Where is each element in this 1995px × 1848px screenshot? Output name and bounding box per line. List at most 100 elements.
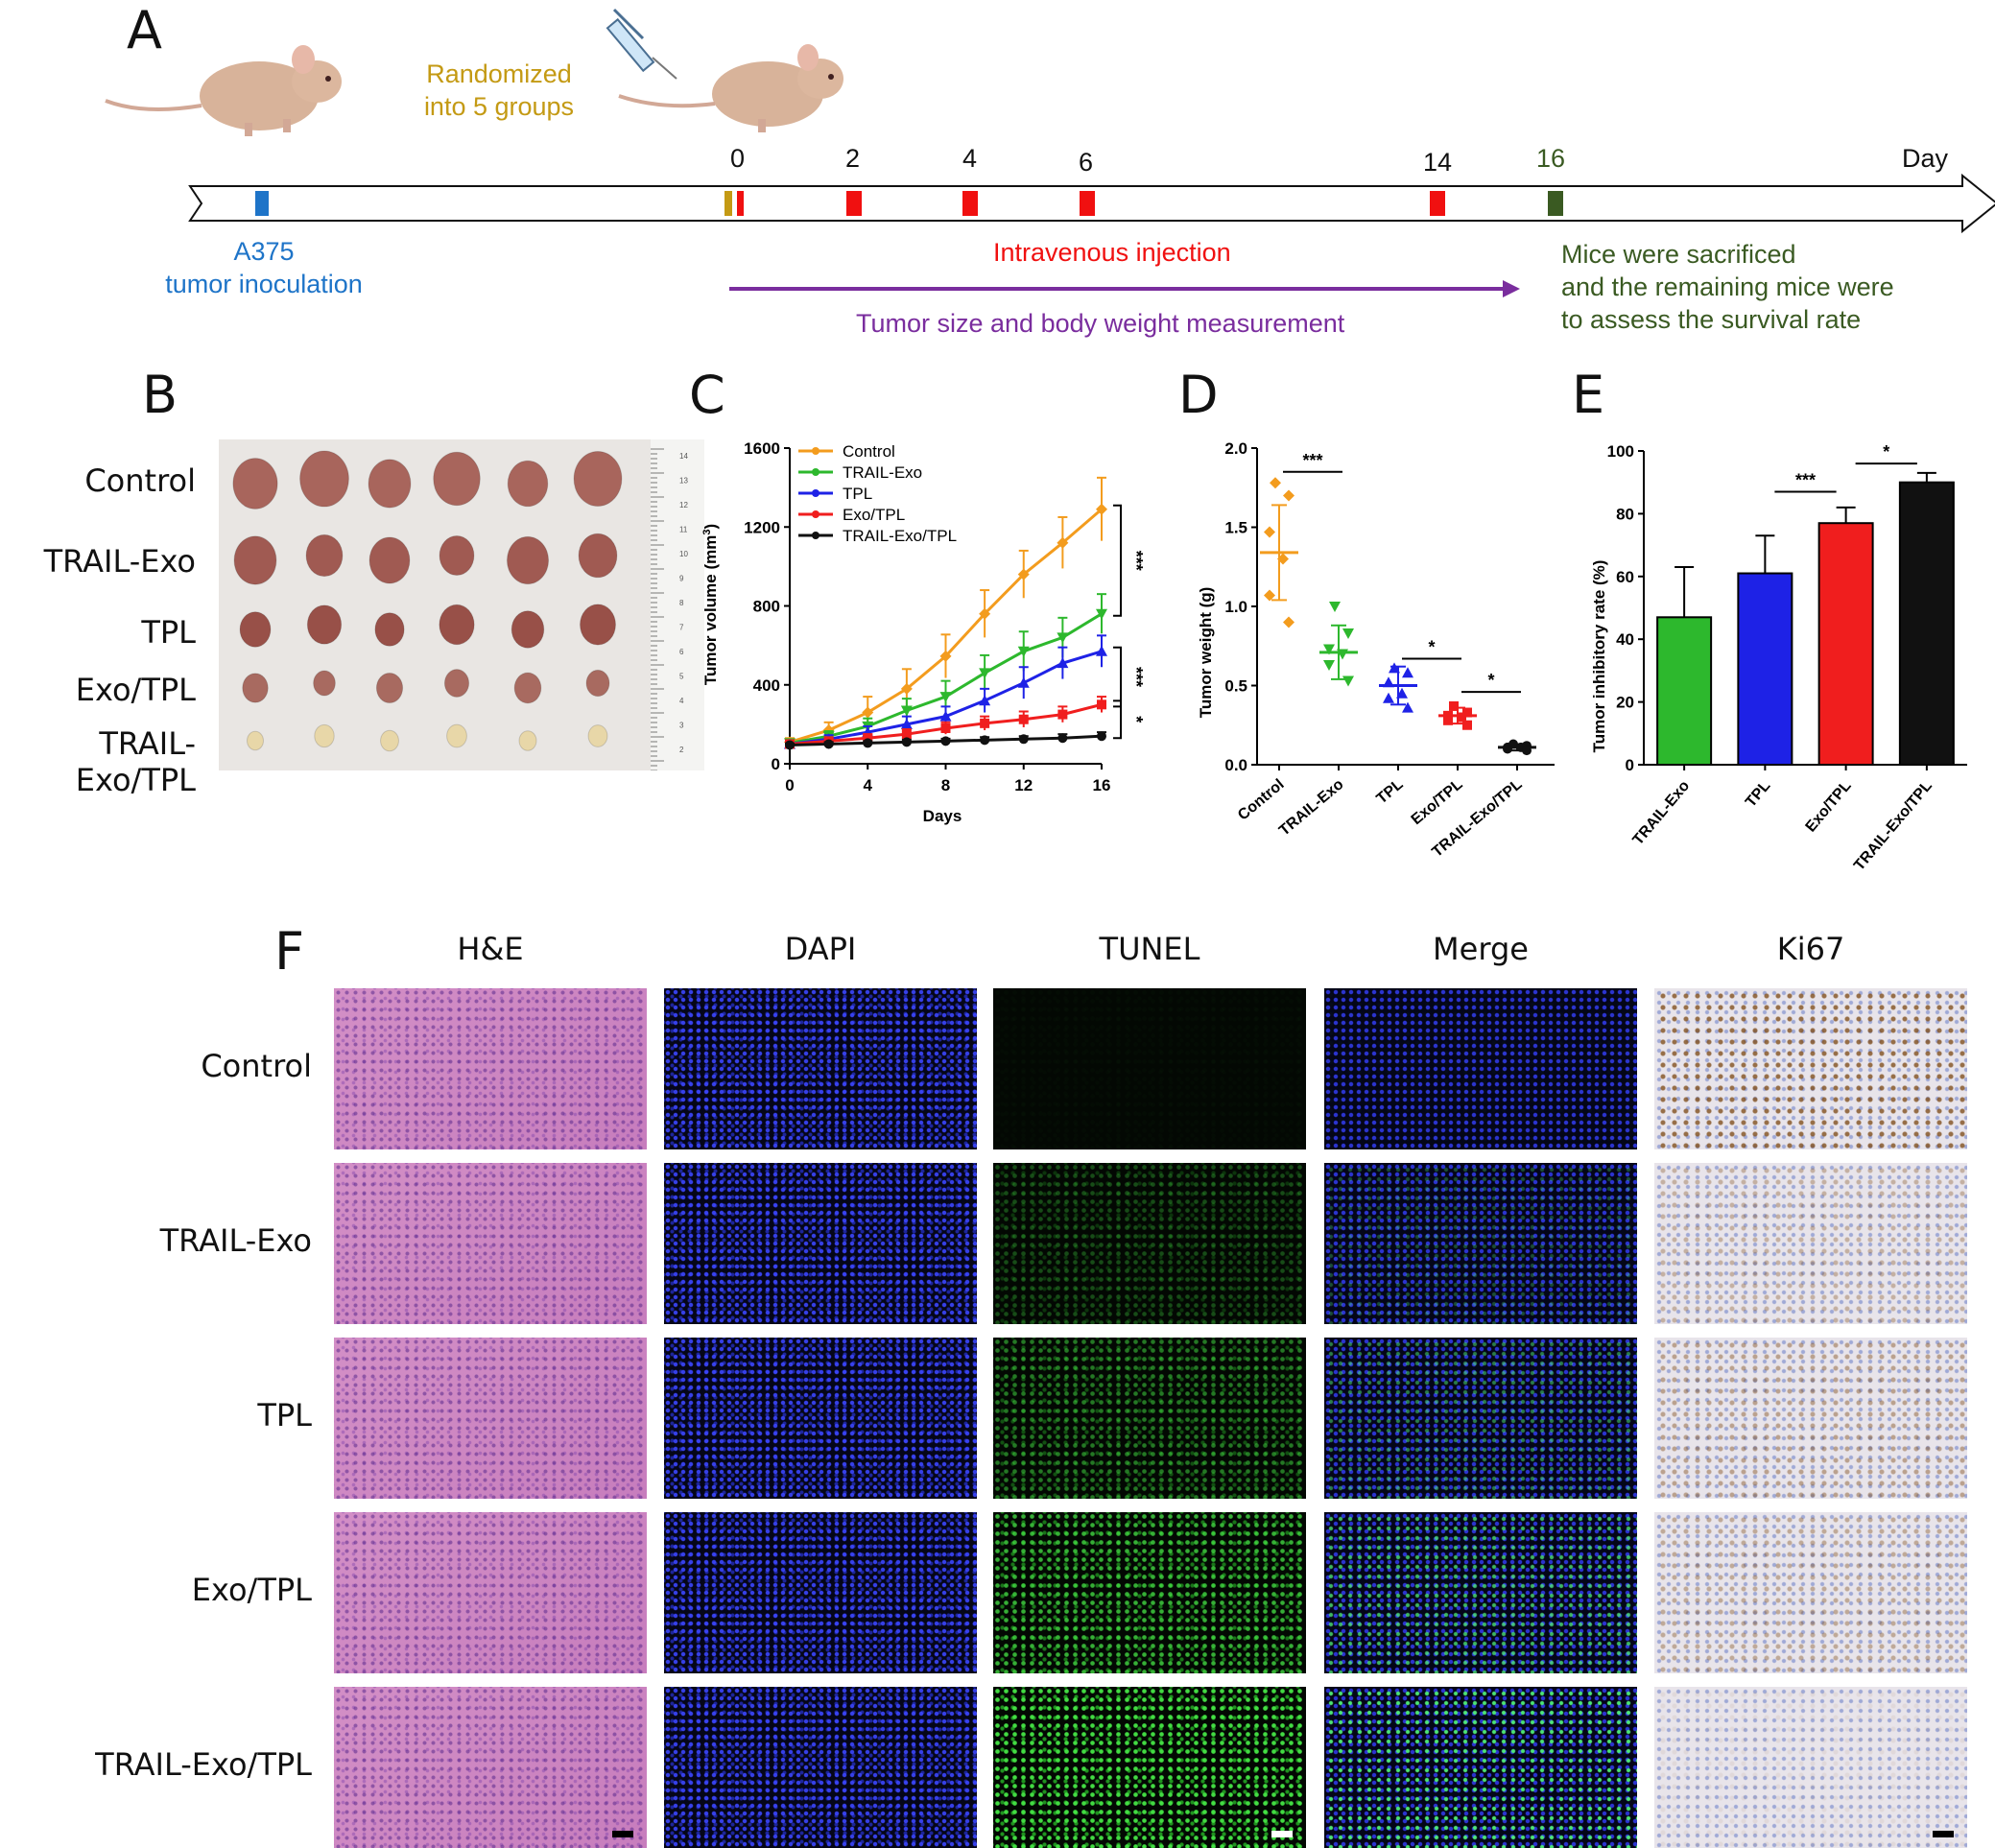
data-point: [940, 736, 951, 746]
x-tick-label: Control: [1235, 776, 1287, 824]
ruler-label: 10: [679, 550, 688, 558]
tumor-specimen: [518, 730, 537, 751]
injection-marker: [962, 191, 978, 216]
data-point: [1503, 744, 1512, 754]
day-tick: 4: [962, 144, 978, 173]
data-point: [1323, 644, 1335, 655]
x-tick-label: 12: [1014, 776, 1033, 794]
tumor-specimen: [573, 450, 623, 508]
data-point: [1057, 632, 1069, 644]
x-tick-label: TPL: [1373, 776, 1406, 808]
scale-bar: [612, 1831, 633, 1837]
data-point: [1057, 536, 1069, 549]
tumor-row-label: Control: [84, 462, 196, 499]
histology-image: [1324, 1163, 1637, 1324]
significance-label: ***: [1127, 667, 1146, 687]
ruler-label: 6: [679, 648, 684, 656]
tumor-specimen: [439, 534, 475, 577]
y-tick-label: 0: [772, 755, 780, 773]
significance-label: *: [1883, 442, 1889, 462]
histology-image: [1324, 1338, 1637, 1499]
column-header: TUNEL: [1099, 931, 1200, 967]
x-tick-label: TPL: [1743, 777, 1774, 810]
data-point: [1097, 699, 1106, 710]
legend-label: TPL: [843, 485, 872, 503]
ruler-label: 8: [679, 599, 684, 607]
y-tick-label: 2.0: [1224, 439, 1247, 458]
data-point: [1277, 553, 1289, 565]
data-point: [1389, 662, 1400, 674]
column-header: DAPI: [784, 931, 857, 967]
tumor-row-label: Exo/TPL: [75, 672, 196, 708]
significance-label: ***: [1127, 551, 1146, 571]
data-point: [862, 706, 874, 719]
scale-bar: [1271, 1831, 1293, 1837]
column-header: Ki67: [1776, 931, 1845, 967]
data-point: [1270, 477, 1281, 489]
histology-image: [993, 1338, 1306, 1499]
tumor-specimen: [513, 672, 542, 704]
x-tick-label: Exo/TPL: [1803, 777, 1855, 835]
sacrifice-marker: [1548, 191, 1563, 216]
significance-bracket: [1113, 504, 1122, 617]
data-point: [863, 733, 873, 744]
legend-label: Exo/TPL: [843, 506, 905, 524]
data-point: [980, 718, 990, 728]
y-tick-label: 0: [1626, 756, 1634, 774]
tumor-row-label: TRAIL-Exo: [43, 543, 196, 580]
x-tick-label: 0: [785, 776, 794, 794]
tumor-specimen: [375, 672, 404, 704]
tumor-specimen: [578, 533, 618, 579]
mouse-icon: [105, 45, 342, 136]
x-tick-label: 8: [941, 776, 950, 794]
tumor-specimen: [368, 536, 411, 584]
data-point: [1402, 701, 1413, 713]
histology-image: [334, 1687, 647, 1848]
inhibitory-rate-chart: 0 20 40 60 80 100 TRAIL-Exo TPL Exo/TPLTRAIL-Exo…: [1590, 442, 1967, 874]
y-axis-label: Tumor volume (mm3): [701, 524, 720, 685]
measurement-text: Tumor size and body weight measurement: [856, 309, 1345, 338]
panel-d-label: D: [1178, 365, 1219, 425]
significance-label: *: [1127, 716, 1146, 723]
tumor-volume-chart: 0 400 800 1200 1600 0 4 8 12 16 Control TRAIL-Exo TP…: [701, 439, 1146, 825]
histology-row-label: TRAIL-Exo: [159, 1222, 312, 1259]
ruler-label: 7: [679, 624, 684, 632]
legend-label: TRAIL-Exo/TPL: [843, 527, 957, 545]
legend-label: Control: [843, 442, 895, 461]
data-point: [1323, 660, 1335, 672]
significance-label: *: [1487, 671, 1494, 690]
data-point: [980, 735, 990, 746]
syringe-icon: [606, 8, 677, 80]
legend-marker: [812, 510, 819, 518]
ruler-label: 2: [679, 746, 684, 754]
tumor-specimen: [374, 612, 405, 647]
data-point: [1342, 675, 1354, 687]
histology-grid: H&E DAPI TUNEL Merge Ki67 Control TRAIL-Exo TPL…: [0, 931, 1995, 1848]
data-point: [940, 723, 951, 733]
injection-text: Intravenous injection: [993, 238, 1231, 267]
tumor-photo-drawing: 14 13 12 11 10 9 8 7 6 5 4 3 2: [232, 439, 704, 771]
data-point: [1457, 712, 1466, 723]
data-point: [979, 695, 991, 706]
legend-label: TRAIL-Exo: [843, 463, 922, 482]
data-point: [1017, 646, 1030, 657]
tumor-specimen: [299, 450, 349, 508]
column-header: Merge: [1433, 931, 1529, 967]
panel-b-label: B: [142, 365, 178, 425]
x-tick-label: 16: [1093, 776, 1111, 794]
data-point: [1462, 720, 1472, 730]
legend-marker: [812, 532, 819, 539]
data-point: [939, 692, 952, 703]
data-point: [1018, 734, 1029, 745]
histology-image: [664, 1163, 977, 1324]
ruler-label: 5: [679, 673, 684, 681]
data-point: [1018, 714, 1029, 724]
y-tick-label: 40: [1616, 630, 1634, 649]
x-tick-label: Exo/TPL: [1409, 776, 1466, 828]
panel-f-label: F: [274, 921, 305, 982]
injection-marker: [846, 191, 862, 216]
ruler-label: 12: [679, 501, 688, 509]
injection-marker: [1080, 191, 1095, 216]
tumor-specimen: [446, 723, 467, 748]
tumor-inoculation-text: A375 tumor inoculation: [165, 237, 363, 298]
